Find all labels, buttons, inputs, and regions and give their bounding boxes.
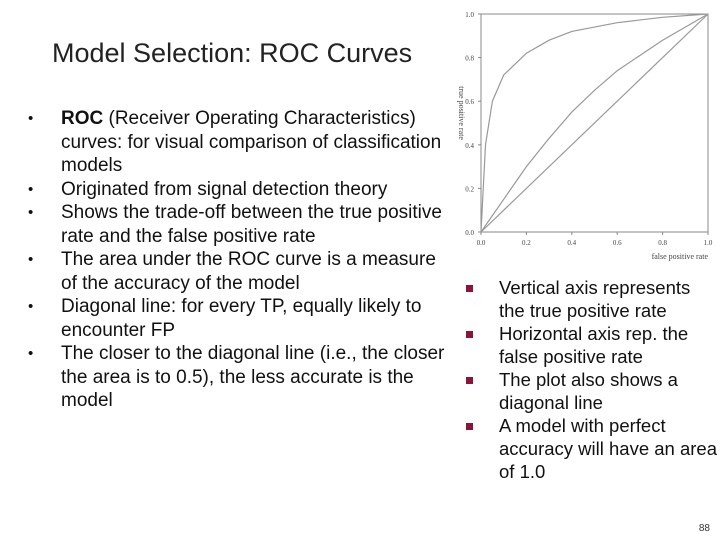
y-tick-label: 0.8: [465, 55, 474, 63]
roc-curve: [480, 13, 709, 233]
roc-chart: 0.0 0.2 0.4 0.6 0.8 1.0 0.0 0.2 0.4 0.6 0.8 1.0 fals…: [457, 11, 713, 261]
bullet-dot-icon: •: [28, 110, 34, 127]
x-axis-label: false positive rate: [652, 252, 709, 261]
sub-bullet-item: The plot also shows a diagonal line: [462, 368, 717, 414]
sub-bullet-item: Vertical axis represents the true positi…: [462, 276, 717, 322]
x-tick-label: 0.6: [613, 239, 622, 247]
bullet-item: • ROC (Receiver Operating Characteristics…: [28, 107, 448, 178]
bullet-item: • Originated from signal detection theory: [28, 178, 448, 202]
slide-title: Model Selection: ROC Curves: [52, 38, 413, 68]
roc-curve: [480, 13, 709, 233]
y-tick-label: 1.0: [465, 11, 474, 19]
sub-bullet-text: A model with perfect accuracy will have …: [499, 415, 717, 482]
bullet-item: • Diagonal line: for every TP, equally li…: [28, 295, 448, 342]
bullet-text: Originated from signal detection theory: [61, 178, 388, 200]
y-tick-label: 0.0: [465, 229, 474, 237]
bullet-text: Diagonal line: for every TP, equally lik…: [61, 296, 422, 341]
square-bullet-icon: [466, 423, 473, 430]
x-tick-label: 0.4: [567, 239, 576, 247]
x-tick-label: 0.2: [522, 239, 531, 247]
sub-bullet-text: Horizontal axis rep. the false positive …: [499, 323, 689, 367]
bullet-dot-icon: •: [28, 345, 34, 362]
sub-bullet-text: Vertical axis represents the true positi…: [499, 277, 691, 321]
y-axis-label: true positive rate: [457, 86, 466, 140]
x-tick-label: 0.0: [477, 239, 486, 247]
x-tick-label: 0.8: [658, 239, 667, 247]
sub-bullet-text: The plot also shows a diagonal line: [499, 369, 678, 413]
y-tick-label: 0.2: [465, 185, 474, 193]
bullet-text: The closer to the diagonal line (i.e., t…: [61, 343, 445, 411]
sub-bullet-list: Vertical axis represents the true positi…: [462, 276, 717, 483]
page-number: 88: [698, 523, 710, 534]
bullet-text: Shows the trade-off between the true pos…: [61, 202, 442, 247]
bullet-dot-icon: •: [28, 180, 34, 198]
bullet-bold: ROC: [61, 108, 104, 129]
bullet-text: (Receiver Operating Characteristics) cur…: [61, 108, 442, 176]
sub-bullet-item: A model with perfect accuracy will have …: [462, 414, 717, 483]
plot-frame: [480, 13, 709, 233]
bullet-item: • The closer to the diagonal line (i.e., …: [28, 342, 448, 413]
square-bullet-icon: [466, 331, 473, 338]
x-tick-label: 1.0: [704, 239, 713, 247]
bullet-list: • ROC (Receiver Operating Characteristics…: [28, 107, 448, 413]
y-tick-label: 0.6: [465, 98, 474, 106]
bullet-item: • The area under the ROC curve is a measu…: [28, 248, 448, 295]
bullet-item: • Shows the trade-off between the true po…: [28, 201, 448, 248]
bullet-dot-icon: •: [28, 251, 34, 268]
square-bullet-icon: [466, 377, 473, 384]
bullet-text: The area under the ROC curve is a measur…: [61, 249, 436, 294]
y-tick-label: 0.4: [465, 142, 474, 150]
square-bullet-icon: [466, 285, 473, 292]
roc-curve: [480, 13, 709, 233]
bullet-dot-icon: •: [28, 298, 34, 315]
bullet-dot-icon: •: [28, 204, 34, 221]
sub-bullet-item: Horizontal axis rep. the false positive …: [462, 322, 717, 368]
